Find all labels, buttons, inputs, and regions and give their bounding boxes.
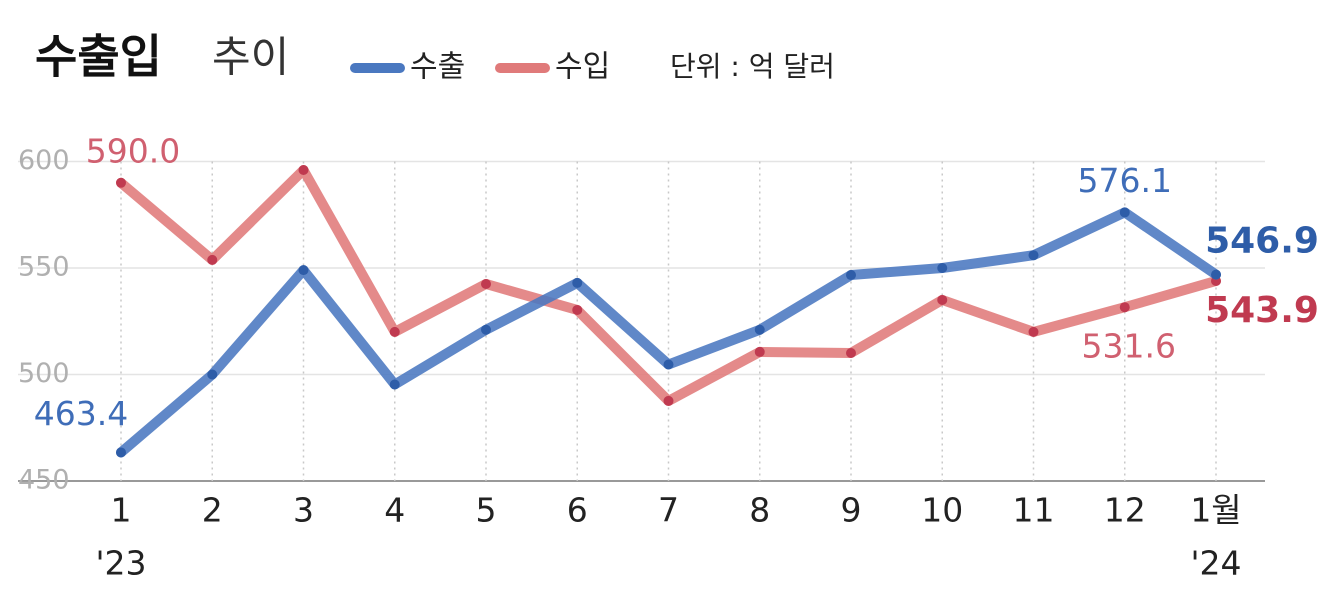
data-point: [298, 265, 309, 276]
y-tick-label: 450: [18, 465, 70, 496]
x-sublabel: '23: [95, 544, 146, 583]
data-point: [298, 165, 309, 176]
chart-subtitle: 추이: [212, 33, 289, 82]
data-point: [207, 254, 218, 265]
data-point: [754, 324, 765, 335]
x-tick-label: 12: [1104, 491, 1146, 530]
x-tick-label: 3: [293, 491, 314, 530]
x-tick-label: 9: [841, 491, 862, 530]
x-tick-label: 6: [567, 491, 588, 530]
legend-label: 수출: [410, 50, 465, 85]
x-tick-label: 5: [476, 491, 497, 530]
x-tick-label: 10: [921, 491, 963, 530]
y-tick-label: 600: [18, 145, 70, 176]
data-point: [572, 304, 583, 315]
value-label: 590.0: [86, 131, 180, 170]
data-point: [1211, 269, 1221, 280]
value-label: 546.9: [1205, 221, 1319, 262]
y-tick-label: 550: [18, 252, 70, 283]
series-line: [116, 207, 1221, 458]
data-point: [846, 347, 856, 358]
data-point: [481, 278, 491, 289]
data-point: [389, 379, 400, 390]
data-point: [754, 346, 765, 357]
x-sublabel: '24: [1190, 544, 1241, 583]
data-point: [389, 326, 400, 337]
x-tick-label: 11: [1013, 491, 1055, 530]
x-tick-label: 7: [658, 491, 679, 530]
data-point: [481, 324, 491, 335]
data-point: [937, 294, 948, 305]
data-point: [1028, 250, 1039, 261]
data-point: [116, 177, 126, 188]
value-label: 531.6: [1082, 327, 1176, 366]
value-label: 576.1: [1078, 161, 1172, 200]
value-label: 543.9: [1205, 290, 1319, 331]
x-tick-label: 1월: [1190, 491, 1241, 530]
data-point: [846, 270, 856, 281]
unit-note: 단위 : 억 달러: [670, 50, 835, 83]
data-point: [116, 447, 126, 458]
legend-label: 수입: [555, 50, 610, 85]
chart-title: 수출입: [35, 30, 162, 84]
data-point: [1028, 326, 1039, 337]
data-point: [1119, 302, 1130, 313]
value-label: 463.4: [34, 394, 128, 433]
data-point: [572, 277, 583, 288]
x-tick-label: 2: [202, 491, 223, 530]
x-tick-label: 4: [384, 491, 405, 530]
x-tick-label: 8: [749, 491, 770, 530]
x-tick-label: 1: [111, 491, 132, 530]
data-point: [663, 395, 674, 406]
data-point: [1119, 207, 1130, 218]
y-tick-label: 500: [18, 358, 70, 389]
data-point: [663, 359, 674, 370]
data-point: [937, 263, 948, 273]
data-point: [207, 369, 218, 380]
